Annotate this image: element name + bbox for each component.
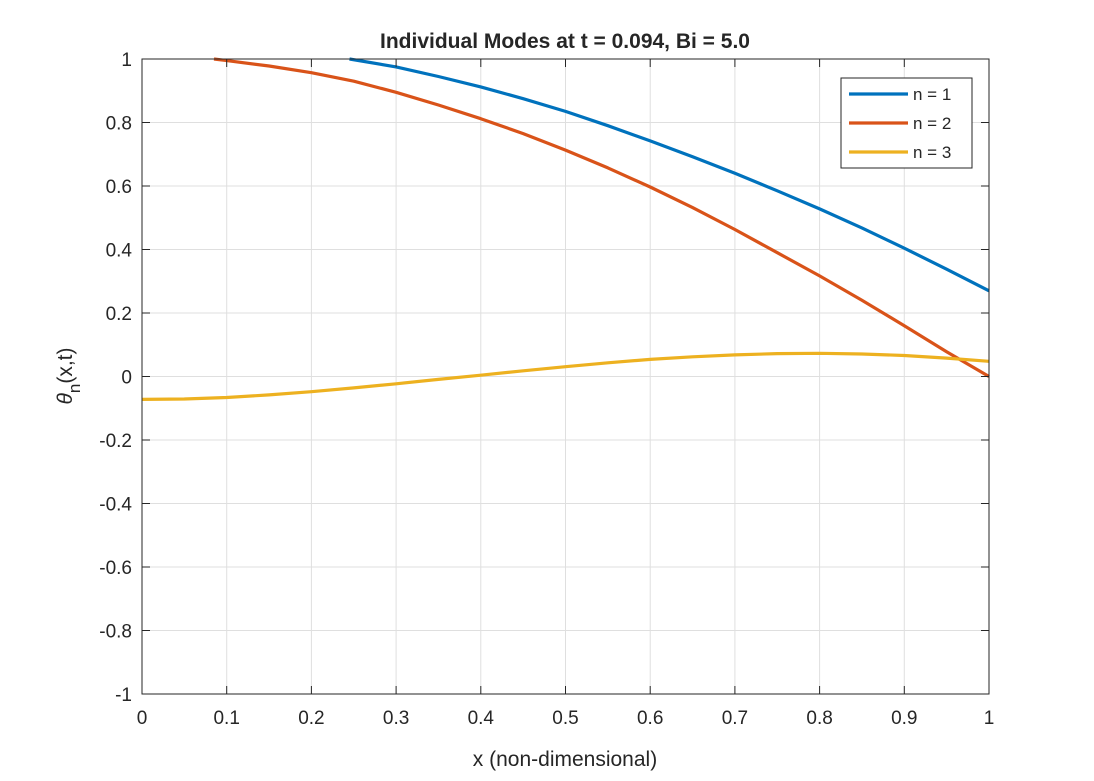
series-line-2 — [213, 57, 990, 378]
y-tick-label: -0.2 — [99, 431, 132, 452]
x-tick-label: 0.1 — [213, 708, 239, 729]
x-tick-label: 0.2 — [298, 708, 324, 729]
x-tick-label: 0.6 — [637, 708, 663, 729]
y-tick-label: 0.6 — [106, 177, 132, 198]
x-axis-label: x (non-dimensional) — [473, 748, 657, 771]
y-axis-label-args: (x,t) — [54, 347, 77, 383]
x-axis-ticks: 0 0.1 0.2 0.3 0.4 0.5 0.6 0.7 0.8 0.9 1 — [137, 59, 995, 729]
svg-text:θn(x,t): θn(x,t) — [54, 347, 84, 404]
legend: n = 1 n = 2 n = 3 — [840, 77, 973, 169]
x-tick-label: 0.7 — [722, 708, 748, 729]
chart-title: Individual Modes at t = 0.094, Bi = 5.0 — [380, 30, 750, 53]
y-tick-label: 1 — [121, 50, 132, 71]
y-tick-label: -0.6 — [99, 558, 132, 579]
x-tick-label: 0.8 — [806, 708, 832, 729]
x-tick-label: 0 — [137, 708, 148, 729]
y-axis-label: θn(x,t) — [54, 347, 84, 404]
y-tick-label: 0.8 — [106, 114, 132, 135]
x-tick-label: 1 — [984, 708, 995, 729]
x-tick-label: 0.5 — [552, 708, 578, 729]
y-tick-label: -0.4 — [99, 495, 132, 516]
x-tick-label: 0.4 — [468, 708, 495, 729]
y-axis-label-symbol: θ — [54, 393, 77, 405]
series-lines — [141, 57, 990, 401]
x-tick-label: 0.9 — [891, 708, 917, 729]
legend-label-3: n = 3 — [913, 143, 951, 162]
series-line-1 — [349, 57, 990, 293]
y-axis-label-subscript: n — [65, 384, 84, 393]
y-axis-ticks: -1 -0.8 -0.6 -0.4 -0.2 0 0.2 0.4 0.6 0.8 1 — [99, 50, 989, 706]
legend-label-1: n = 1 — [913, 85, 951, 104]
y-tick-label: 0.2 — [106, 304, 132, 325]
y-tick-label: 0 — [121, 368, 132, 389]
y-tick-label: 0.4 — [106, 241, 133, 262]
legend-label-2: n = 2 — [913, 114, 951, 133]
series-line-3 — [141, 351, 990, 401]
y-tick-label: -0.8 — [99, 622, 132, 643]
x-tick-label: 0.3 — [383, 708, 409, 729]
y-tick-label: -1 — [115, 685, 132, 706]
